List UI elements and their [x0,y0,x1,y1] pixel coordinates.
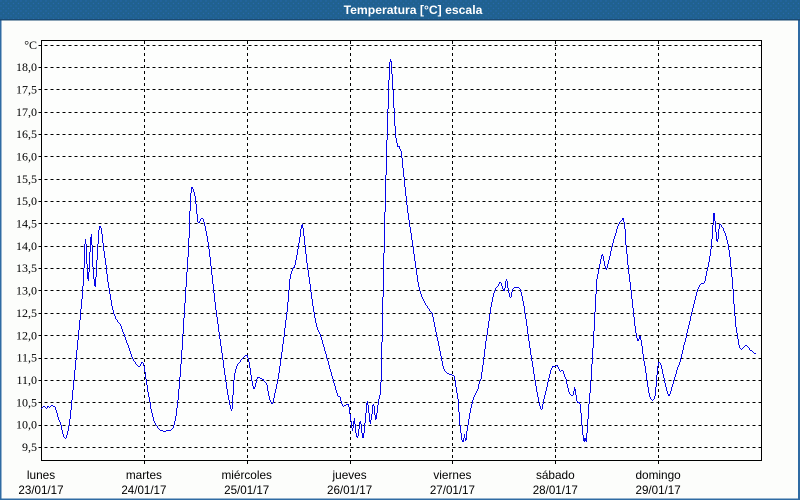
svg-text:15,0: 15,0 [16,194,37,208]
svg-text:°C: °C [24,38,37,52]
svg-text:14,0: 14,0 [16,239,37,253]
svg-text:Temperatura [°C] escala: Temperatura [°C] escala [344,3,483,17]
svg-text:11,0: 11,0 [16,373,37,387]
svg-text:29/01/17: 29/01/17 [636,484,681,497]
svg-text:viernes: viernes [433,468,471,482]
svg-text:16,5: 16,5 [16,127,37,141]
svg-text:17,0: 17,0 [16,105,37,119]
svg-text:13,5: 13,5 [16,261,37,275]
svg-text:12,5: 12,5 [16,306,37,320]
svg-text:17,5: 17,5 [16,82,37,96]
svg-text:11,5: 11,5 [16,351,37,365]
svg-text:23/01/17: 23/01/17 [18,484,63,497]
svg-text:10,0: 10,0 [16,418,37,432]
svg-text:24/01/17: 24/01/17 [121,484,166,497]
svg-text:domingo: domingo [635,468,681,482]
svg-text:12,0: 12,0 [16,328,37,342]
svg-text:sábado: sábado [536,468,575,482]
svg-text:miércoles: miércoles [221,468,272,482]
svg-text:28/01/17: 28/01/17 [533,484,578,497]
svg-text:lunes: lunes [27,468,55,482]
svg-text:18,0: 18,0 [16,60,37,74]
svg-text:26/01/17: 26/01/17 [327,484,372,497]
svg-text:13,0: 13,0 [16,284,37,298]
svg-text:27/01/17: 27/01/17 [430,484,475,497]
svg-text:15,5: 15,5 [16,172,37,186]
svg-text:martes: martes [126,468,162,482]
svg-text:16,0: 16,0 [16,150,37,164]
svg-text:9,5: 9,5 [22,440,37,454]
svg-text:jueves: jueves [332,468,367,482]
svg-text:25/01/17: 25/01/17 [224,484,269,497]
svg-text:14,5: 14,5 [16,217,37,231]
svg-text:10,5: 10,5 [16,395,37,409]
